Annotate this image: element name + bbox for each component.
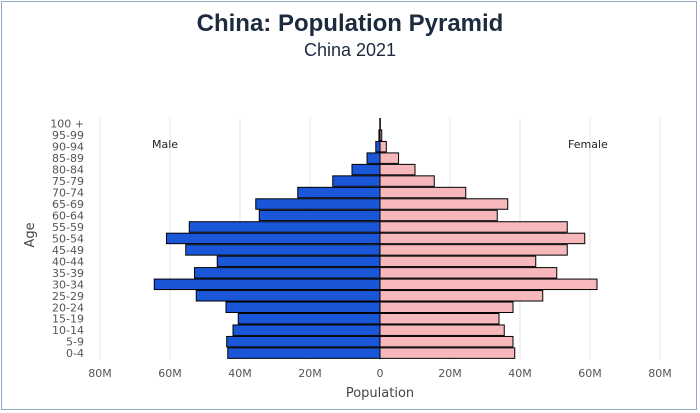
bar-male-60-64 — [258, 209, 381, 222]
y-tick-label: 95-99 — [52, 129, 84, 142]
bar-male-30-34 — [153, 278, 381, 291]
y-tick-label: 25-29 — [52, 290, 84, 303]
bar-male-55-59 — [188, 221, 381, 233]
bar-female-0-4 — [379, 347, 516, 359]
y-tick-label: 65-69 — [52, 198, 84, 211]
x-tick-label: 80M — [648, 367, 672, 380]
y-tick-label: 50-54 — [52, 232, 84, 245]
x-tick-label: 60M — [578, 367, 602, 380]
bar-female-35-39 — [379, 267, 558, 279]
y-tick-label: 80-84 — [52, 164, 84, 177]
bar-male-40-44 — [216, 255, 381, 268]
y-tick-label: 45-49 — [52, 244, 84, 257]
bar-male-15-19 — [237, 312, 381, 325]
y-tick-label: 55-59 — [52, 221, 84, 234]
chart-subtitle: China 2021 — [303, 40, 397, 60]
bar-female-60-64 — [379, 209, 498, 222]
bar-male-90-94 — [375, 140, 381, 153]
y-axis-label: Age — [23, 222, 38, 247]
x-tick-label: 20M — [438, 367, 462, 380]
y-tick-label: 85-89 — [52, 152, 84, 165]
y-tick-label: 40-44 — [52, 255, 84, 268]
x-axis-label: Population — [346, 386, 414, 401]
bar-female-75-79 — [379, 175, 435, 187]
bar-female-30-34 — [379, 278, 598, 291]
x-tick-label: 40M — [508, 367, 532, 380]
bar-male-70-74 — [297, 186, 381, 199]
bar-female-25-29 — [379, 290, 544, 302]
bar-female-80-84 — [379, 163, 416, 176]
x-tick-labels: 80M 60M 40M 20M 0 20M 40M 60M 80M — [88, 367, 672, 380]
y-tick-label: 20-24 — [52, 301, 84, 314]
bar-female-10-14 — [379, 324, 505, 336]
y-tick-label: 15-19 — [52, 313, 84, 326]
bars — [153, 118, 598, 359]
bar-male-80-84 — [351, 163, 381, 176]
bar-male-20-24 — [225, 301, 381, 313]
y-tick-label: 100 + — [50, 118, 84, 131]
chart-title: China: Population Pyramid — [196, 10, 504, 37]
bar-male-10-14 — [232, 324, 381, 336]
bar-male-75-79 — [332, 175, 381, 187]
bar-female-20-24 — [379, 301, 514, 313]
bar-male-5-9 — [226, 335, 381, 348]
y-tick-labels: 0-45-910-1415-1920-2425-2930-3435-3940-4… — [50, 118, 84, 360]
bar-female-15-19 — [379, 312, 500, 325]
x-tick-label: 0 — [377, 367, 384, 380]
bar-female-5-9 — [379, 335, 514, 348]
bar-female-50-54 — [379, 232, 586, 245]
bar-female-85-89 — [379, 152, 400, 164]
x-tick-label: 40M — [228, 367, 252, 380]
y-tick-label: 90-94 — [52, 141, 84, 154]
bar-male-0-4 — [227, 347, 381, 359]
bar-male-85-89 — [366, 152, 381, 164]
x-tick-label: 20M — [298, 367, 322, 380]
legend-male: Male — [152, 138, 178, 151]
bar-male-25-29 — [195, 290, 381, 302]
y-tick-label: 0-4 — [66, 347, 84, 360]
bar-female-55-59 — [379, 221, 568, 233]
bar-female-65-69 — [379, 198, 509, 210]
y-tick-label: 35-39 — [52, 267, 84, 280]
y-tick-label: 10-14 — [52, 324, 84, 337]
y-tick-label: 5-9 — [66, 336, 84, 349]
x-tick-label: 80M — [88, 367, 112, 380]
bar-female-40-44 — [379, 255, 537, 268]
y-tick-label: 70-74 — [52, 187, 84, 200]
y-tick-label: 60-64 — [52, 209, 84, 222]
x-tick-label: 60M — [158, 367, 182, 380]
bar-male-65-69 — [255, 198, 381, 210]
bar-female-70-74 — [379, 186, 467, 199]
bar-male-35-39 — [194, 267, 381, 279]
y-tick-label: 30-34 — [52, 278, 84, 291]
bar-male-45-49 — [185, 244, 381, 256]
bar-female-45-49 — [379, 244, 568, 256]
y-tick-label: 75-79 — [52, 175, 84, 188]
bar-female-90-94 — [379, 140, 387, 153]
bar-male-50-54 — [166, 232, 381, 245]
legend-female: Female — [568, 138, 608, 151]
bar-female-95-99 — [379, 129, 383, 141]
